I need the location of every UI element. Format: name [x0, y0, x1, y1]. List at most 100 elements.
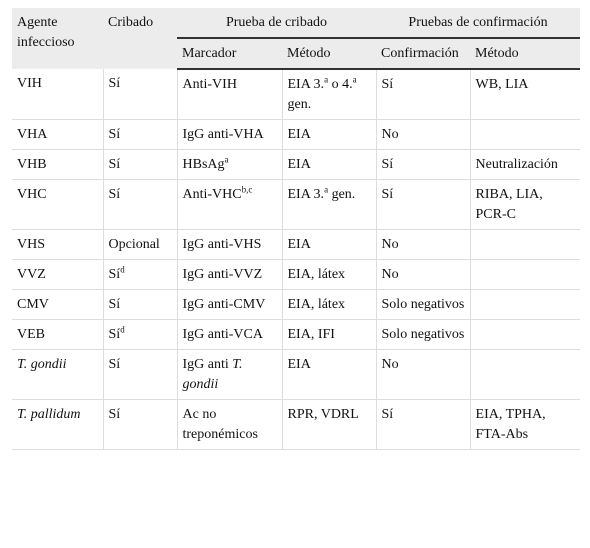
text-run: Sí — [108, 267, 121, 282]
table-cell: Opcional — [102, 229, 177, 260]
table-cell: No — [375, 229, 471, 260]
text-run: Sí — [108, 327, 121, 342]
table-cell: Sí — [102, 119, 177, 150]
table-cell: VIH — [12, 69, 103, 120]
table-body: VIH Sí Anti-VIH EIA 3.a o 4.a gen. Sí WB, LIA… — [12, 69, 581, 450]
table-cell: Síd — [102, 259, 177, 290]
table-cell: Sí — [102, 149, 177, 180]
text-run: HBsAg — [182, 157, 225, 172]
table-cell: Sí — [102, 179, 177, 230]
table-cell: EIA, TPHA, FTA-Abs — [469, 399, 581, 450]
text-run: o 4. — [328, 77, 353, 92]
table-cell: Sí — [375, 149, 471, 180]
table-row: T. gondii Sí IgG anti T. gondii EIA No — [12, 349, 581, 400]
header-cell: Método — [470, 38, 581, 70]
header-cell: Confirmación — [376, 38, 471, 70]
table-cell: Sí — [375, 399, 471, 450]
table-row: VHC Sí Anti-VHCb,c EIA 3.a gen. Sí RIBA, LIA,… — [12, 179, 581, 230]
table-cell: VVZ — [12, 259, 103, 290]
table-cell: Neutralización — [469, 149, 581, 180]
table-cell: Sí — [102, 349, 177, 400]
table-cell — [469, 289, 581, 320]
italic-text: T. pallidum — [17, 407, 81, 422]
table-cell: T. pallidum — [12, 399, 103, 450]
table-cell: Sí — [102, 289, 177, 320]
table-cell: No — [375, 119, 471, 150]
table-cell: EIA — [281, 229, 377, 260]
table-row: T. pallidum Sí Ac no treponémicos RPR, VDRL… — [12, 399, 581, 450]
table-cell: VHC — [12, 179, 103, 230]
header-cell: Método — [282, 38, 377, 70]
table-row: VVZ Síd IgG anti-VVZ EIA, látex No — [12, 259, 581, 290]
table-cell: EIA 3.a gen. — [281, 179, 377, 230]
table-cell: CMV — [12, 289, 103, 320]
header-group: Pruebas de confirmación — [376, 8, 581, 39]
table-cell: IgG anti-VVZ — [176, 259, 282, 290]
table-cell: EIA, látex — [281, 289, 377, 320]
table-cell: Sí — [375, 69, 471, 120]
table-cell: EIA — [281, 349, 377, 400]
table-cell: IgG anti-VCA — [176, 319, 282, 350]
superscript: d — [120, 264, 125, 275]
table-cell: Síd — [102, 319, 177, 350]
table-cell — [469, 229, 581, 260]
table-cell: Solo negativos — [375, 289, 471, 320]
table-row: VHS Opcional IgG anti-VHS EIA No — [12, 229, 581, 260]
table-cell: Sí — [375, 179, 471, 230]
table-cell: HBsAga — [176, 149, 282, 180]
table-row: VIH Sí Anti-VIH EIA 3.a o 4.a gen. Sí WB, LIA — [12, 69, 581, 120]
table-cell: Solo negativos — [375, 319, 471, 350]
superscript: a — [352, 74, 357, 85]
data-table: Agente infeccioso Cribado Prueba de crib… — [12, 8, 581, 450]
text-run: EIA 3. — [287, 187, 325, 202]
table-cell: Anti-VIH — [176, 69, 282, 120]
header-row: Agente infeccioso Cribado Prueba de crib… — [12, 8, 581, 69]
table-cell: IgG anti-CMV — [176, 289, 282, 320]
table-cell: No — [375, 349, 471, 400]
table-cell: Anti-VHCb,c — [176, 179, 282, 230]
table-cell — [469, 349, 581, 400]
table-header: Agente infeccioso Cribado Prueba de crib… — [12, 8, 581, 70]
header-row: Marcador Método Confirmación Método — [12, 38, 581, 70]
table-cell: WB, LIA — [469, 69, 581, 120]
text-run: EIA 3. — [287, 77, 325, 92]
table-cell: T. gondii — [12, 349, 103, 400]
table-row: VHA Sí IgG anti-VHA EIA No — [12, 119, 581, 150]
header-group: Prueba de cribado — [177, 8, 377, 39]
table-row: VHB Sí HBsAga EIA Sí Neutralización — [12, 149, 581, 180]
table-cell: VEB — [12, 319, 103, 350]
superscript: a — [224, 154, 229, 165]
table-cell: EIA, látex — [281, 259, 377, 290]
table-row: CMV Sí IgG anti-CMV EIA, látex Solo negativo… — [12, 289, 581, 320]
table-cell — [469, 319, 581, 350]
table-cell: IgG anti-VHS — [176, 229, 282, 260]
text-run: IgG anti — [182, 357, 233, 372]
superscript: b,c — [241, 184, 253, 195]
table-cell — [469, 119, 581, 150]
table-cell: EIA — [281, 149, 377, 180]
superscript: d — [120, 324, 125, 335]
table-cell: VHA — [12, 119, 103, 150]
table-cell: IgG anti-VHA — [176, 119, 282, 150]
table-cell: Sí — [102, 399, 177, 450]
table-cell: No — [375, 259, 471, 290]
header-cell: Agente infeccioso — [12, 8, 103, 69]
table-row: VEB Síd IgG anti-VCA EIA, IFI Solo negativos — [12, 319, 581, 350]
table-cell: EIA, IFI — [281, 319, 377, 350]
table-cell: VHB — [12, 149, 103, 180]
superscript: a — [324, 74, 329, 85]
table-cell: IgG anti T. gondii — [176, 349, 282, 400]
table-cell: Sí — [102, 69, 177, 120]
text-run: Anti-VHC — [182, 187, 242, 202]
superscript: a — [324, 184, 329, 195]
table-cell — [469, 259, 581, 290]
text-run: gen. — [328, 187, 356, 202]
text-run: gen. — [287, 97, 312, 112]
header-cell: Cribado — [103, 8, 177, 69]
header-cell: Marcador — [177, 38, 282, 70]
table-cell: EIA — [281, 119, 377, 150]
table-cell: RPR, VDRL — [281, 399, 377, 450]
table-cell: Ac no treponémicos — [176, 399, 282, 450]
table-cell: VHS — [12, 229, 103, 260]
